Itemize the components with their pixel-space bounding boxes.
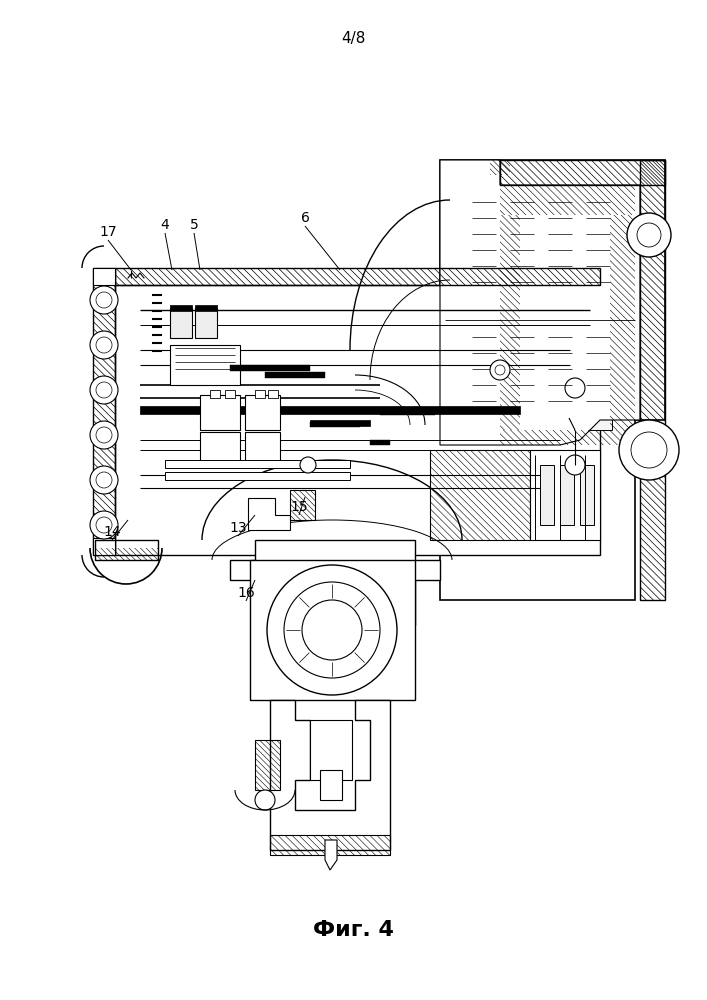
Circle shape — [90, 376, 118, 404]
Bar — [380, 408, 435, 415]
Text: Фиг. 4: Фиг. 4 — [312, 920, 393, 940]
Bar — [584, 195, 612, 315]
Bar — [230, 365, 310, 371]
Text: 15: 15 — [290, 500, 308, 514]
Circle shape — [90, 331, 118, 359]
Bar — [560, 465, 574, 525]
Bar — [370, 440, 390, 445]
Circle shape — [627, 213, 671, 257]
Bar — [170, 345, 240, 385]
Bar — [580, 465, 594, 525]
Circle shape — [267, 565, 397, 695]
Polygon shape — [270, 700, 390, 850]
Polygon shape — [230, 540, 440, 625]
Circle shape — [255, 790, 275, 810]
Circle shape — [90, 286, 118, 314]
Circle shape — [90, 421, 118, 449]
Circle shape — [90, 466, 118, 494]
Text: 17: 17 — [99, 225, 117, 239]
Bar — [245, 432, 280, 462]
Text: 5: 5 — [189, 218, 199, 232]
Bar — [310, 422, 360, 427]
Bar — [470, 330, 498, 430]
Text: 13: 13 — [229, 521, 247, 535]
Bar — [255, 390, 265, 398]
Bar — [200, 432, 240, 462]
Circle shape — [565, 455, 585, 475]
Text: 16: 16 — [237, 586, 255, 600]
Bar — [310, 420, 370, 426]
Bar — [268, 390, 278, 398]
Polygon shape — [248, 498, 290, 530]
Text: 14: 14 — [103, 525, 121, 539]
Bar — [245, 395, 280, 430]
Polygon shape — [93, 538, 115, 555]
Bar — [195, 308, 217, 338]
Bar — [165, 472, 350, 480]
Polygon shape — [440, 160, 665, 600]
Bar — [546, 330, 574, 430]
Polygon shape — [93, 268, 115, 285]
Bar — [546, 195, 574, 315]
Bar — [310, 720, 352, 780]
Bar — [470, 195, 498, 315]
Text: 4: 4 — [160, 218, 170, 232]
Circle shape — [619, 420, 679, 480]
Text: 6: 6 — [300, 211, 310, 225]
Bar — [265, 372, 325, 378]
Circle shape — [90, 511, 118, 539]
Polygon shape — [440, 160, 640, 445]
Bar — [200, 395, 240, 430]
Bar — [584, 330, 612, 430]
Bar — [210, 390, 220, 398]
Polygon shape — [530, 450, 600, 540]
Bar — [140, 406, 520, 414]
Text: 4/8: 4/8 — [341, 30, 366, 45]
Bar — [508, 330, 536, 430]
Circle shape — [300, 457, 316, 473]
Circle shape — [490, 360, 510, 380]
Bar — [225, 390, 235, 398]
Bar — [540, 465, 554, 525]
Bar — [170, 308, 192, 338]
Circle shape — [565, 378, 585, 398]
Bar — [165, 460, 350, 468]
Polygon shape — [325, 840, 337, 870]
Bar — [508, 195, 536, 315]
Polygon shape — [115, 285, 600, 555]
Bar — [170, 305, 192, 311]
Bar — [320, 770, 342, 800]
Bar — [195, 305, 217, 311]
Polygon shape — [250, 560, 415, 700]
